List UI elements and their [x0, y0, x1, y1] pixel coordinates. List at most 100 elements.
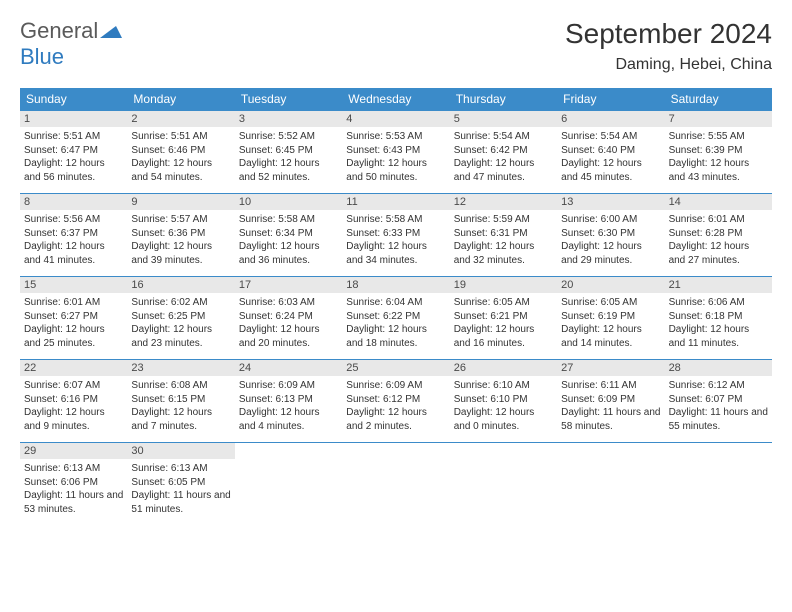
- sunset-text: Sunset: 6:05 PM: [131, 476, 230, 490]
- daylight-text: Daylight: 12 hours and 32 minutes.: [454, 240, 553, 267]
- sunrise-text: Sunrise: 6:04 AM: [346, 296, 445, 310]
- day-cell: 24Sunrise: 6:09 AMSunset: 6:13 PMDayligh…: [235, 360, 342, 442]
- sunrise-text: Sunrise: 6:00 AM: [561, 213, 660, 227]
- daylight-text: Daylight: 12 hours and 27 minutes.: [669, 240, 768, 267]
- day-cell: 3 Sunrise: 5:52 AMSunset: 6:45 PMDaylight…: [235, 111, 342, 193]
- day-number: 2: [127, 111, 234, 127]
- day-number: 19: [450, 277, 557, 293]
- daylight-text: Daylight: 12 hours and 14 minutes.: [561, 323, 660, 350]
- day-cell: 19Sunrise: 6:05 AMSunset: 6:21 PMDayligh…: [450, 277, 557, 359]
- day-cell: 20 Sunrise: 6:05 AMSunset: 6:19 PMDayligh…: [557, 277, 664, 359]
- day-number: 14: [665, 194, 772, 210]
- week-row: 1Sunrise: 5:51 AMSunset: 6:47 PMDaylight…: [20, 111, 772, 194]
- day-cell: 11Sunrise: 5:58 AMSunset: 6:33 PMDayligh…: [342, 194, 449, 276]
- daylight-text: Daylight: 12 hours and 0 minutes.: [454, 406, 553, 433]
- daylight-text: Daylight: 11 hours and 55 minutes.: [669, 406, 768, 433]
- sunrise-text: Sunrise: 5:58 AM: [346, 213, 445, 227]
- triangle-icon: [100, 25, 122, 42]
- sunset-text: Sunset: 6:27 PM: [24, 310, 123, 324]
- daylight-text: Daylight: 12 hours and 52 minutes.: [239, 157, 338, 184]
- day-number: 9: [127, 194, 234, 210]
- day-number: 13: [557, 194, 664, 210]
- day-cell: [235, 443, 342, 525]
- day-cell: 7Sunrise: 5:55 AMSunset: 6:39 PMDaylight…: [665, 111, 772, 193]
- sunrise-text: Sunrise: 6:11 AM: [561, 379, 660, 393]
- week-row: 8Sunrise: 5:56 AMSunset: 6:37 PMDaylight…: [20, 194, 772, 277]
- day-number: 30: [127, 443, 234, 459]
- daylight-text: Daylight: 12 hours and 45 minutes.: [561, 157, 660, 184]
- day-cell: [342, 443, 449, 525]
- day-cell: 30 Sunrise: 6:13 AMSunset: 6:05 PMDayligh…: [127, 443, 234, 525]
- day-number: 20: [557, 277, 664, 293]
- daylight-text: Daylight: 11 hours and 51 minutes.: [131, 489, 230, 516]
- sunset-text: Sunset: 6:36 PM: [131, 227, 230, 241]
- sunset-text: Sunset: 6:46 PM: [131, 144, 230, 158]
- sunset-text: Sunset: 6:47 PM: [24, 144, 123, 158]
- daylight-text: Daylight: 12 hours and 25 minutes.: [24, 323, 123, 350]
- day-number: 8: [20, 194, 127, 210]
- day-number: 25: [342, 360, 449, 376]
- sunrise-text: Sunrise: 6:06 AM: [669, 296, 768, 310]
- day-cell: 12Sunrise: 5:59 AMSunset: 6:31 PMDayligh…: [450, 194, 557, 276]
- weekday-header: Thursday: [450, 88, 557, 111]
- daylight-text: Daylight: 12 hours and 18 minutes.: [346, 323, 445, 350]
- sunrise-text: Sunrise: 5:56 AM: [24, 213, 123, 227]
- day-cell: 28Sunrise: 6:12 AMSunset: 6:07 PMDayligh…: [665, 360, 772, 442]
- sunrise-text: Sunrise: 5:57 AM: [131, 213, 230, 227]
- day-cell: 2Sunrise: 5:51 AMSunset: 6:46 PMDaylight…: [127, 111, 234, 193]
- day-cell: [665, 443, 772, 525]
- sunset-text: Sunset: 6:12 PM: [346, 393, 445, 407]
- sunset-text: Sunset: 6:45 PM: [239, 144, 338, 158]
- title-block: September 2024 Daming, Hebei, China: [565, 18, 772, 74]
- sunset-text: Sunset: 6:22 PM: [346, 310, 445, 324]
- weekday-header: Sunday: [20, 88, 127, 111]
- week-row: 29Sunrise: 6:13 AMSunset: 6:06 PMDayligh…: [20, 443, 772, 525]
- daylight-text: Daylight: 12 hours and 23 minutes.: [131, 323, 230, 350]
- day-cell: [450, 443, 557, 525]
- daylight-text: Daylight: 11 hours and 58 minutes.: [561, 406, 660, 433]
- day-cell: 25Sunrise: 6:09 AMSunset: 6:12 PMDayligh…: [342, 360, 449, 442]
- weekday-header: Wednesday: [342, 88, 449, 111]
- sunrise-text: Sunrise: 5:52 AM: [239, 130, 338, 144]
- sunset-text: Sunset: 6:15 PM: [131, 393, 230, 407]
- day-cell: 18Sunrise: 6:04 AMSunset: 6:22 PMDayligh…: [342, 277, 449, 359]
- day-number: 16: [127, 277, 234, 293]
- day-number: 3: [235, 111, 342, 127]
- day-cell: 1Sunrise: 5:51 AMSunset: 6:47 PMDaylight…: [20, 111, 127, 193]
- day-cell: 26Sunrise: 6:10 AMSunset: 6:10 PMDayligh…: [450, 360, 557, 442]
- day-number: 1: [20, 111, 127, 127]
- sunrise-text: Sunrise: 5:53 AM: [346, 130, 445, 144]
- sunset-text: Sunset: 6:19 PM: [561, 310, 660, 324]
- day-cell: 13Sunrise: 6:00 AMSunset: 6:30 PMDayligh…: [557, 194, 664, 276]
- weekday-header: Saturday: [665, 88, 772, 111]
- daylight-text: Daylight: 12 hours and 4 minutes.: [239, 406, 338, 433]
- day-number: 27: [557, 360, 664, 376]
- sunset-text: Sunset: 6:30 PM: [561, 227, 660, 241]
- sunrise-text: Sunrise: 6:05 AM: [561, 296, 660, 310]
- location-text: Daming, Hebei, China: [565, 56, 772, 74]
- day-number: 15: [20, 277, 127, 293]
- week-row: 22Sunrise: 6:07 AMSunset: 6:16 PMDayligh…: [20, 360, 772, 443]
- sunrise-text: Sunrise: 6:09 AM: [346, 379, 445, 393]
- day-cell: 17Sunrise: 6:03 AMSunset: 6:24 PMDayligh…: [235, 277, 342, 359]
- sunrise-text: Sunrise: 6:02 AM: [131, 296, 230, 310]
- sunset-text: Sunset: 6:33 PM: [346, 227, 445, 241]
- weekday-header: Friday: [557, 88, 664, 111]
- sunset-text: Sunset: 6:34 PM: [239, 227, 338, 241]
- logo-word-general: General: [20, 18, 98, 43]
- sunrise-text: Sunrise: 6:13 AM: [131, 462, 230, 476]
- sunset-text: Sunset: 6:42 PM: [454, 144, 553, 158]
- day-number: 22: [20, 360, 127, 376]
- daylight-text: Daylight: 12 hours and 16 minutes.: [454, 323, 553, 350]
- day-number: 21: [665, 277, 772, 293]
- logo: General Blue: [20, 18, 122, 70]
- calendar-grid: Sunday Monday Tuesday Wednesday Thursday…: [20, 88, 772, 525]
- weeks-container: 1Sunrise: 5:51 AMSunset: 6:47 PMDaylight…: [20, 111, 772, 525]
- day-cell: 5Sunrise: 5:54 AMSunset: 6:42 PMDaylight…: [450, 111, 557, 193]
- day-number: 28: [665, 360, 772, 376]
- header-row: General Blue September 2024 Daming, Hebe…: [20, 18, 772, 74]
- sunrise-text: Sunrise: 6:12 AM: [669, 379, 768, 393]
- daylight-text: Daylight: 12 hours and 56 minutes.: [24, 157, 123, 184]
- day-cell: 21Sunrise: 6:06 AMSunset: 6:18 PMDayligh…: [665, 277, 772, 359]
- day-number: 26: [450, 360, 557, 376]
